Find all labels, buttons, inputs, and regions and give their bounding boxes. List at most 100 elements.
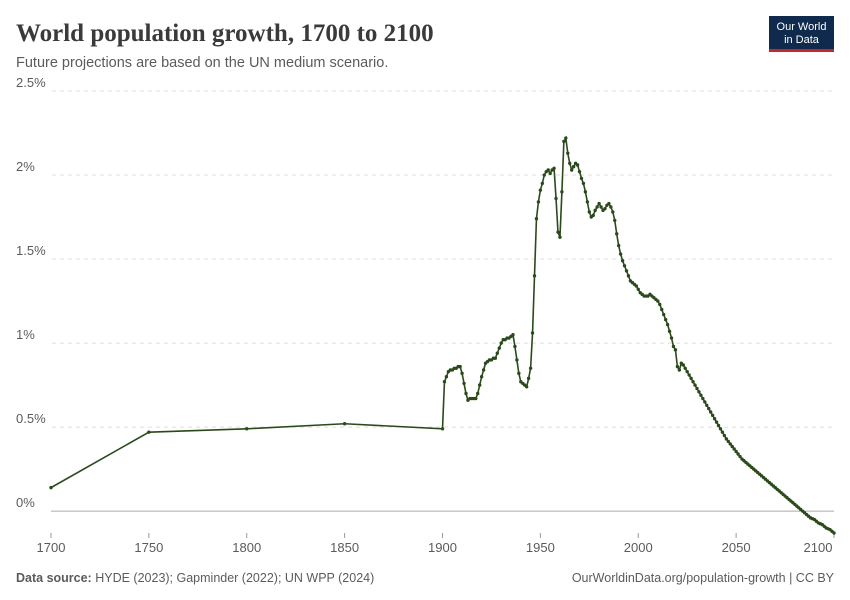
y-tick-label: 2% (16, 159, 35, 174)
point (634, 284, 638, 288)
point (724, 437, 729, 441)
point (722, 433, 727, 438)
point (705, 403, 709, 407)
point (689, 376, 693, 381)
x-tick-label: 2000 (624, 540, 653, 555)
y-tick-label: 2.5% (16, 75, 46, 90)
point (560, 190, 564, 194)
point (695, 386, 699, 391)
point (562, 139, 566, 144)
point (665, 322, 670, 327)
footer-link[interactable]: OurWorldinData.org/population-growth | C… (572, 571, 835, 585)
point (493, 356, 498, 360)
point (603, 206, 607, 211)
point (701, 396, 705, 401)
point (710, 413, 715, 418)
point (618, 252, 623, 256)
point (693, 383, 697, 387)
chart-subtitle: Future projections are based on the UN m… (16, 55, 388, 71)
point (462, 381, 466, 386)
point (534, 217, 539, 221)
point (536, 200, 541, 204)
point (712, 417, 717, 421)
series (49, 135, 836, 535)
point (571, 164, 576, 169)
x-tick-label: 1800 (232, 540, 261, 555)
point (513, 344, 517, 349)
logo-text: Our World (777, 21, 827, 33)
point (736, 452, 740, 456)
chart-title: World population growth, 1700 to 2100 (16, 20, 434, 47)
point (554, 196, 558, 201)
point (587, 210, 592, 214)
point (620, 259, 625, 263)
point (660, 307, 664, 312)
point (671, 344, 676, 349)
point (49, 485, 53, 490)
y-tick-label: 1.5% (16, 243, 46, 258)
y-tick-label: 0% (16, 495, 35, 510)
point (609, 205, 613, 209)
y-tick-label: 1% (16, 327, 35, 342)
point (556, 230, 560, 234)
point (499, 341, 503, 345)
point (440, 427, 445, 431)
point (552, 166, 556, 171)
logo-box (769, 16, 834, 52)
point (591, 213, 595, 218)
point (575, 163, 580, 167)
point (687, 373, 691, 377)
logo[interactable]: Our World in Data (769, 16, 834, 52)
point (716, 423, 721, 428)
point (697, 390, 701, 394)
point (720, 430, 725, 434)
point (495, 351, 500, 355)
point (611, 210, 615, 214)
point (707, 406, 711, 411)
point (526, 376, 531, 381)
point (681, 363, 685, 367)
point (669, 336, 674, 340)
point (546, 168, 550, 172)
point (558, 235, 562, 239)
point (532, 274, 537, 278)
point (714, 420, 719, 424)
point (458, 364, 462, 369)
point (599, 205, 603, 209)
point (583, 190, 588, 194)
point (699, 393, 703, 397)
point (622, 264, 627, 268)
point (683, 366, 687, 371)
x-tick-label: 1750 (134, 540, 163, 555)
point (528, 366, 533, 371)
point (511, 332, 515, 337)
point (691, 380, 695, 384)
point (658, 302, 662, 307)
x-tick-label: 1900 (428, 540, 457, 555)
point (616, 243, 621, 248)
point (479, 375, 484, 379)
point (626, 274, 631, 278)
point (738, 454, 742, 459)
point (245, 427, 249, 431)
source-text: HYDE (2023); Gapminder (2022); UN WPP (2… (95, 571, 374, 585)
point (677, 368, 682, 372)
point (624, 269, 629, 273)
point (476, 391, 480, 396)
point (548, 171, 552, 176)
point (517, 371, 521, 376)
point (566, 151, 570, 155)
point (708, 410, 713, 414)
point (593, 208, 597, 213)
logo-stripe (769, 49, 834, 52)
x-tick-label: 1950 (526, 540, 555, 555)
point (595, 205, 599, 209)
source: Data source: HYDE (2023); Gapminder (202… (16, 571, 374, 585)
point (474, 396, 478, 401)
point (542, 173, 546, 177)
point (147, 430, 151, 434)
point (515, 358, 519, 362)
point (661, 312, 666, 317)
point (444, 375, 449, 379)
